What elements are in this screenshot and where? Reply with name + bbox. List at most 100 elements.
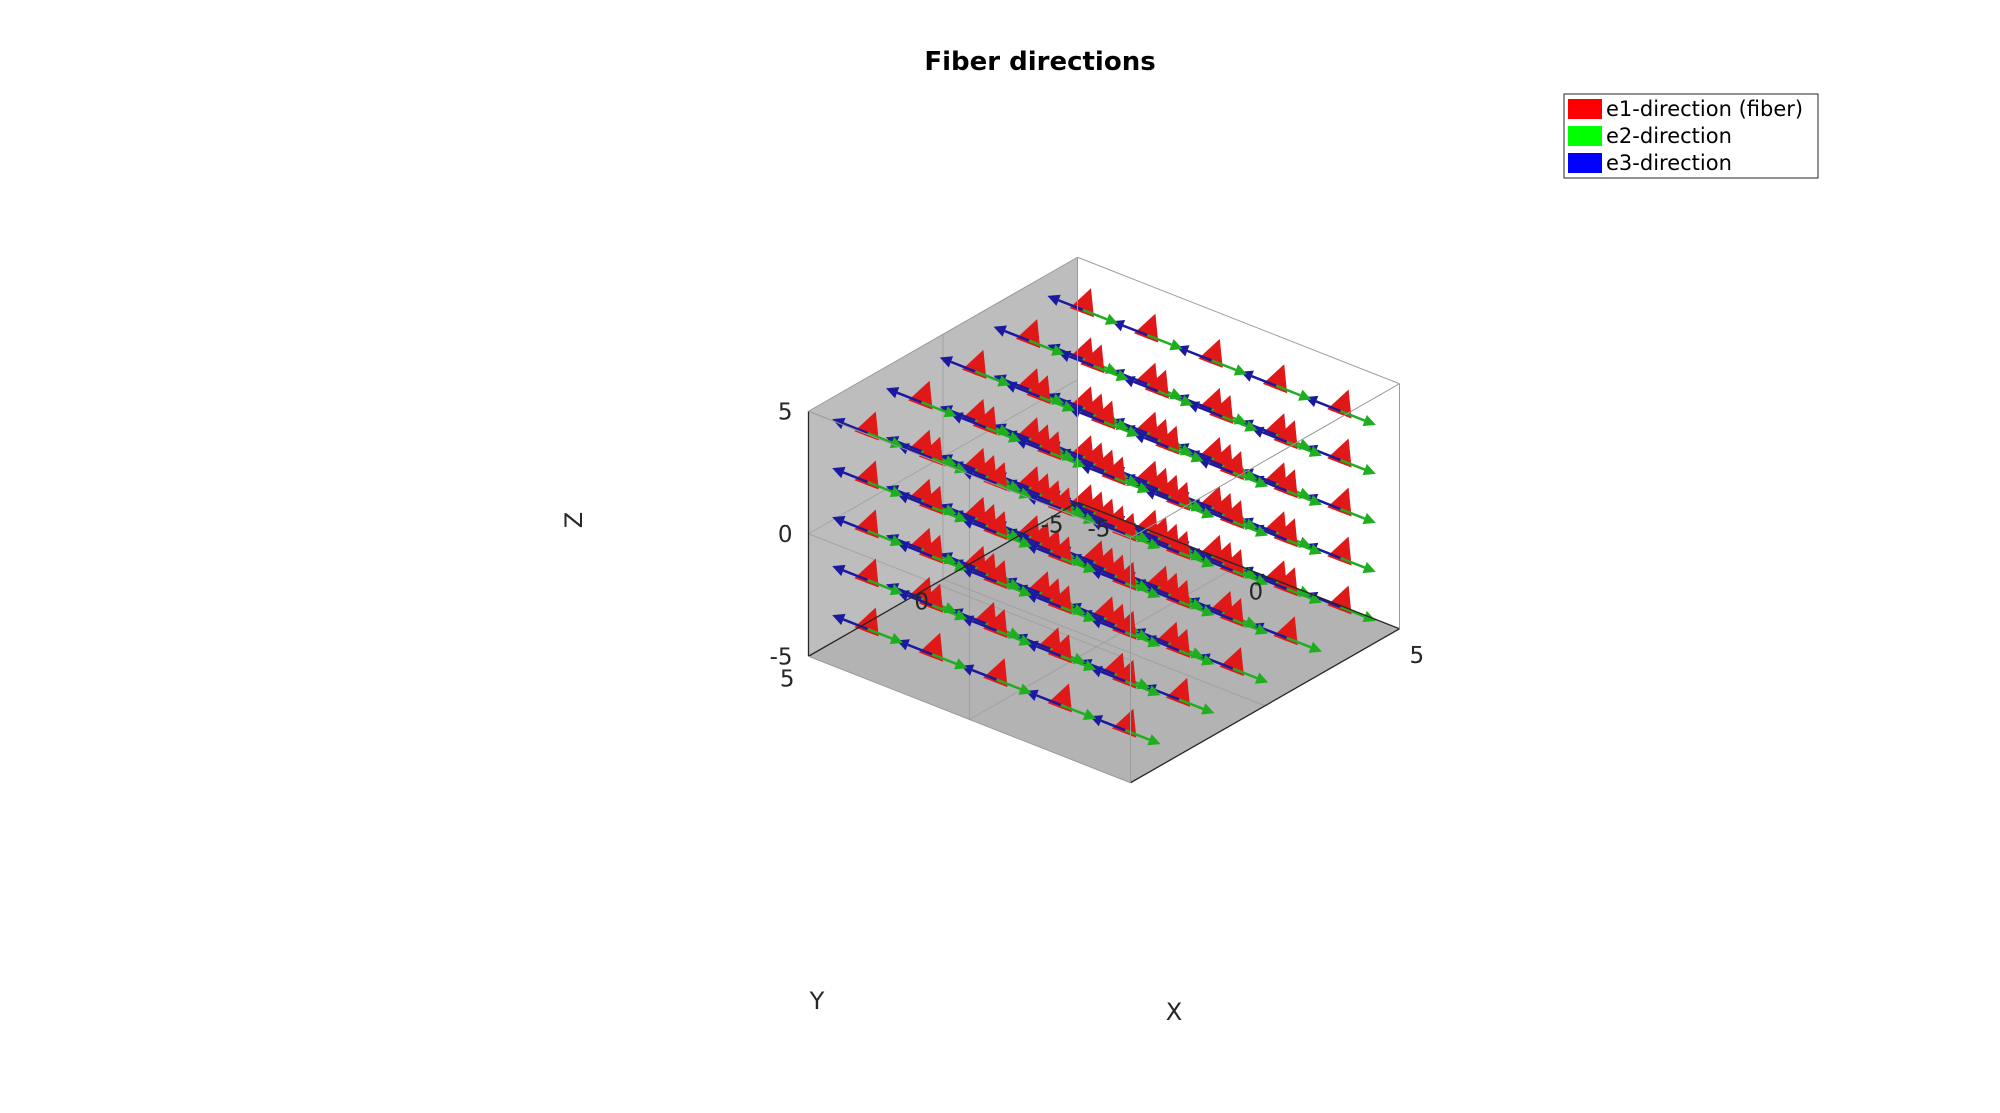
arrow-shaft	[995, 629, 1022, 642]
arrow-shaft	[1232, 471, 1258, 484]
e2-arrow	[1146, 333, 1183, 351]
arrow-shaft	[1089, 467, 1116, 480]
arrow-shaft	[1100, 621, 1126, 634]
arrow-shaft	[1251, 522, 1277, 534]
arrow-shaft	[971, 521, 997, 534]
arrow-head	[1362, 561, 1376, 574]
arrow-shaft	[1068, 404, 1094, 417]
arrow-shaft	[1133, 576, 1159, 589]
arrow-shaft	[1014, 435, 1041, 447]
e2-arrow	[1178, 551, 1215, 568]
arrow-shaft	[1060, 605, 1086, 618]
arrow-head	[1327, 487, 1352, 517]
arrow-shaft	[1133, 478, 1159, 491]
arrow-head	[1169, 339, 1183, 351]
arrow-head	[1327, 389, 1352, 419]
arrow-shaft	[950, 409, 976, 422]
arrow-shaft	[1186, 496, 1213, 509]
arrow-head	[1018, 487, 1032, 499]
box-edge	[1130, 383, 1400, 539]
arrow-shaft	[1089, 516, 1116, 529]
box-edge	[808, 655, 1131, 784]
arrow-head	[1047, 683, 1072, 713]
e2-arrow	[1028, 339, 1065, 356]
arrow-shaft	[1197, 601, 1223, 614]
arrow-shaft	[842, 520, 869, 533]
arrow-head	[1101, 456, 1126, 486]
e2-arrow	[995, 580, 1032, 597]
arrow-head	[954, 658, 968, 670]
arrow-head	[889, 436, 903, 449]
e2-arrow	[1060, 507, 1097, 524]
e2-arrow	[1178, 698, 1215, 715]
legend-label: e1-direction (fiber)	[1606, 97, 1803, 121]
arrow-shaft	[995, 482, 1022, 495]
arrow-shaft	[1232, 569, 1258, 582]
arrow-shaft	[1208, 608, 1234, 621]
arrow-head	[1155, 425, 1180, 455]
arrow-head	[1165, 628, 1191, 658]
arrow-shaft	[1004, 525, 1030, 538]
arrow-shaft	[1339, 556, 1366, 569]
arrow-head	[1201, 556, 1215, 568]
arrow-shaft	[1251, 473, 1277, 485]
arrow-shaft	[1058, 348, 1084, 360]
arrow-shaft	[1197, 552, 1223, 565]
x-axis-label: X	[1166, 998, 1182, 1026]
arrow-shaft	[1025, 491, 1051, 503]
e2-arrow	[1286, 489, 1322, 506]
y-tick-label: 5	[780, 666, 795, 692]
arrow-head	[918, 583, 944, 613]
arrow-shaft	[867, 627, 893, 640]
e2-arrow	[867, 627, 903, 645]
arrow-head	[918, 632, 944, 662]
arrow-shaft	[1124, 582, 1150, 594]
arrow-head	[1015, 319, 1041, 349]
arrow-head	[1308, 543, 1322, 555]
e2-arrow	[931, 506, 968, 523]
arrow-head	[1308, 641, 1322, 653]
arrow-shaft	[1036, 498, 1062, 511]
box-edge	[808, 410, 1131, 539]
arrow-shaft	[1186, 545, 1213, 558]
arrow-head	[854, 460, 879, 490]
arrow-shaft	[1068, 453, 1094, 466]
arrow-head	[1147, 636, 1161, 648]
arrow-shaft	[1036, 547, 1062, 560]
e2-arrow	[1049, 451, 1086, 468]
axis-line	[808, 501, 1078, 657]
arrow-head	[886, 387, 900, 399]
arrow-shaft	[1036, 596, 1062, 609]
arrow-shaft	[961, 416, 987, 429]
e2-arrow	[1232, 520, 1269, 537]
arrow-shaft	[1208, 657, 1234, 670]
arrow-shaft	[1124, 533, 1150, 545]
arrow-head	[1051, 344, 1065, 356]
arrow-shaft	[1025, 589, 1051, 601]
arrow-head	[1144, 369, 1169, 399]
arrow-shaft	[1014, 484, 1041, 496]
arrow-shaft	[1275, 384, 1301, 397]
arrow-head	[1061, 400, 1075, 412]
e2-arrow	[1178, 600, 1215, 617]
arrow-shaft	[1092, 364, 1119, 377]
arrow-head	[854, 558, 879, 588]
arrow-shaft	[1089, 565, 1116, 578]
arrow-shaft	[1197, 405, 1223, 418]
arrow-shaft	[931, 506, 957, 518]
axis-line	[1077, 501, 1400, 630]
e2-arrow	[1124, 680, 1161, 697]
arrow-shaft	[1178, 600, 1204, 613]
arrow-shaft	[1025, 638, 1051, 650]
arrow-shaft	[1060, 507, 1086, 520]
arrow-head	[954, 560, 968, 572]
arrow-head	[1308, 592, 1322, 604]
arrow-shaft	[1100, 670, 1126, 683]
arrow-shaft	[1286, 489, 1312, 502]
e2-arrow	[867, 480, 903, 498]
arrow-shaft	[971, 668, 997, 681]
arrow-shaft	[1286, 440, 1312, 453]
arrow-head	[972, 406, 997, 435]
e2-arrow	[1114, 476, 1150, 494]
arrow-shaft	[1232, 667, 1258, 680]
